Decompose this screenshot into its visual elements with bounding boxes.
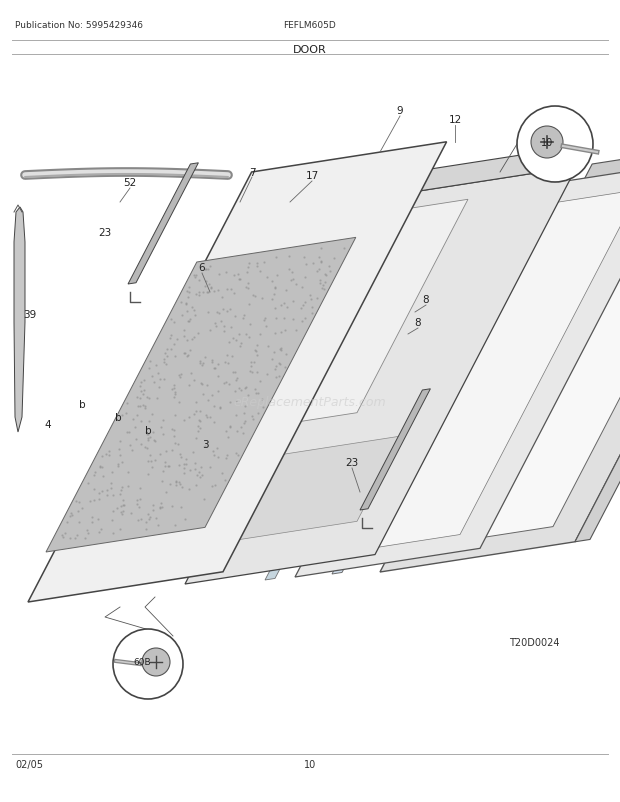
Text: 8: 8 <box>423 294 429 305</box>
Polygon shape <box>185 168 577 585</box>
Circle shape <box>517 107 593 183</box>
Polygon shape <box>14 208 25 432</box>
Polygon shape <box>583 135 620 183</box>
Text: b: b <box>79 399 86 410</box>
Text: 8: 8 <box>415 318 422 327</box>
Polygon shape <box>203 200 468 437</box>
Text: 17: 17 <box>306 171 319 180</box>
Polygon shape <box>360 389 430 510</box>
Text: eReplacementParts.com: eReplacementParts.com <box>234 396 386 409</box>
Text: FEFLM605D: FEFLM605D <box>283 21 337 30</box>
Text: 23: 23 <box>345 457 358 468</box>
Polygon shape <box>387 145 588 196</box>
Polygon shape <box>28 143 446 602</box>
Polygon shape <box>575 150 620 542</box>
Polygon shape <box>203 436 401 545</box>
Text: 52: 52 <box>123 178 136 188</box>
Text: 4: 4 <box>45 419 51 429</box>
Polygon shape <box>380 152 620 573</box>
Text: 10: 10 <box>541 138 553 148</box>
Text: Publication No: 5995429346: Publication No: 5995429346 <box>15 21 143 30</box>
Text: DOOR: DOOR <box>293 45 327 55</box>
Polygon shape <box>295 164 620 577</box>
Text: 6: 6 <box>198 263 205 273</box>
Text: 10: 10 <box>304 759 316 769</box>
Text: 9: 9 <box>397 106 404 115</box>
Polygon shape <box>332 188 542 574</box>
Circle shape <box>142 648 170 676</box>
Text: 7: 7 <box>249 168 255 178</box>
Text: T20D0024: T20D0024 <box>510 638 560 647</box>
Text: 39: 39 <box>24 310 37 320</box>
Polygon shape <box>265 197 474 581</box>
Polygon shape <box>46 238 356 553</box>
Circle shape <box>113 630 183 699</box>
Text: 3: 3 <box>202 439 208 449</box>
Text: b: b <box>144 426 151 435</box>
Circle shape <box>531 127 563 159</box>
Text: 02/05: 02/05 <box>15 759 43 769</box>
Polygon shape <box>402 181 620 550</box>
Text: b: b <box>115 412 122 423</box>
Text: 12: 12 <box>448 115 462 125</box>
Text: 23: 23 <box>99 228 112 237</box>
Text: 60B: 60B <box>133 658 151 666</box>
Polygon shape <box>315 190 620 557</box>
Polygon shape <box>128 164 198 285</box>
